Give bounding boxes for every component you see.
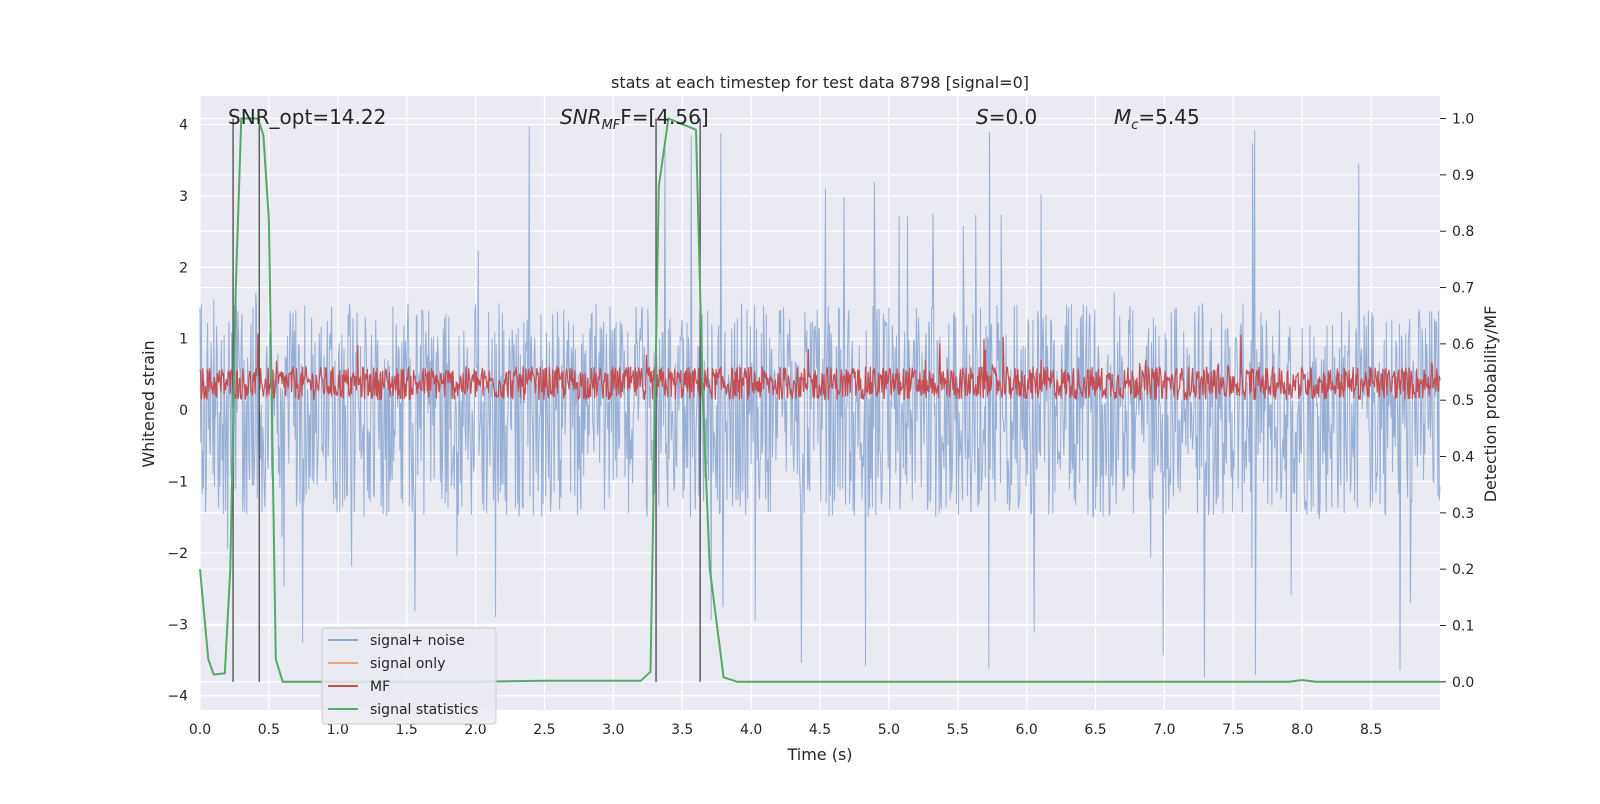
x-tick-labels: 0.0 0.5 1.0 1.5 2.0 2.5 3.0 3.5 4.0 4.5 5.0 5.5 6.0 6…	[189, 722, 1382, 738]
annotation-snr-mf: SNRMFF=[4.56]	[560, 105, 709, 133]
x-tick-label: 0.0	[189, 722, 211, 738]
annotation-s-main: S	[976, 105, 989, 129]
right-y-tick-label: 0.8	[1452, 224, 1474, 240]
annotation-s-rest: =0.0	[989, 105, 1038, 129]
left-y-axis-label: Whitened strain	[139, 340, 158, 467]
right-y-tick-label: 0.6	[1452, 337, 1474, 353]
right-y-tick-label: 1.0	[1452, 112, 1474, 128]
signal-statistics-line	[199, 117, 1440, 683]
right-y-tick-label: 0.1	[1452, 619, 1474, 635]
legend-box	[321, 627, 497, 725]
left-y-tick-label: −1	[167, 475, 188, 491]
x-tick-label: 3.0	[602, 722, 624, 738]
annotation-mc-sub: c	[1131, 118, 1138, 133]
x-tick-label: 1.0	[327, 722, 349, 738]
x-axis-label: Time (s)	[786, 745, 852, 764]
annotation-mc: Mc=5.45	[1114, 105, 1200, 133]
right-y-tick-label: 0.9	[1452, 168, 1474, 184]
x-tick-label: 8.5	[1360, 722, 1382, 738]
left-y-tick-label: −3	[167, 617, 188, 633]
annotation-snr-mf-sub: MF	[602, 118, 621, 133]
legend-label-signal-noise: signal+ noise	[370, 633, 465, 649]
annotation-mc-rest: =5.45	[1138, 105, 1199, 129]
x-tick-label: 7.0	[1153, 722, 1175, 738]
left-y-tick-label: 0	[179, 403, 188, 419]
x-tick-label: 2.5	[533, 722, 555, 738]
x-tick-label: 1.5	[396, 722, 418, 738]
right-y-tick-label: 0.5	[1452, 393, 1474, 409]
annotation-snr-opt: SNR_opt=14.22	[228, 105, 386, 129]
annotation-s: S=0.0	[976, 105, 1037, 129]
left-y-tick-label: 3	[179, 189, 188, 205]
chart-title: stats at each timestep for test data 879…	[611, 73, 1029, 92]
right-y-axis-label: Detection probability/MF	[1481, 306, 1500, 503]
x-tick-label: 3.5	[671, 722, 693, 738]
series-signal-statistics	[199, 117, 1440, 683]
right-y-tick-labels: 1.0 0.9 0.8 0.7 0.6 0.5 0.4 0.3 0.2 0.1 0.0	[1440, 112, 1474, 691]
annotation-snr-mf-main: SNR	[560, 105, 602, 129]
legend: signal+ noise signal only MF signal stat…	[321, 627, 497, 725]
x-tick-label: 5.5	[947, 722, 969, 738]
x-tick-label: 4.5	[809, 722, 831, 738]
left-y-tick-labels: 4 3 2 1 0 −1 −2 −3 −4	[167, 118, 188, 705]
right-y-tick-label: 0.2	[1452, 562, 1474, 578]
x-tick-label: 7.5	[1222, 722, 1244, 738]
left-y-tick-label: 2	[179, 260, 188, 276]
mf-line	[199, 333, 1441, 401]
x-tick-label: 4.0	[740, 722, 762, 738]
x-tick-label: 2.0	[464, 722, 486, 738]
legend-label-mf: MF	[370, 679, 390, 695]
x-tick-label: 8.0	[1291, 722, 1313, 738]
series-mf	[199, 333, 1441, 401]
left-y-tick-label: 1	[179, 332, 188, 348]
x-tick-label: 6.5	[1084, 722, 1106, 738]
left-y-tick-label: −2	[167, 546, 188, 562]
right-y-tick-label: 0.7	[1452, 281, 1474, 297]
x-tick-label: 0.5	[258, 722, 280, 738]
left-y-tick-label: −4	[167, 689, 188, 705]
legend-label-signal-statistics: signal statistics	[370, 702, 478, 718]
right-y-tick-label: 0.3	[1452, 506, 1474, 522]
annotation-mc-main: M	[1114, 105, 1131, 129]
right-y-tick-label: 0.4	[1452, 450, 1474, 466]
right-y-tick-label: 0.0	[1452, 675, 1474, 691]
left-y-tick-label: 4	[179, 118, 188, 134]
x-tick-label: 5.0	[878, 722, 900, 738]
annotation-snr-mf-rest: F=[4.56]	[620, 105, 708, 129]
legend-label-signal-only: signal only	[370, 656, 445, 672]
x-tick-label: 6.0	[1016, 722, 1038, 738]
